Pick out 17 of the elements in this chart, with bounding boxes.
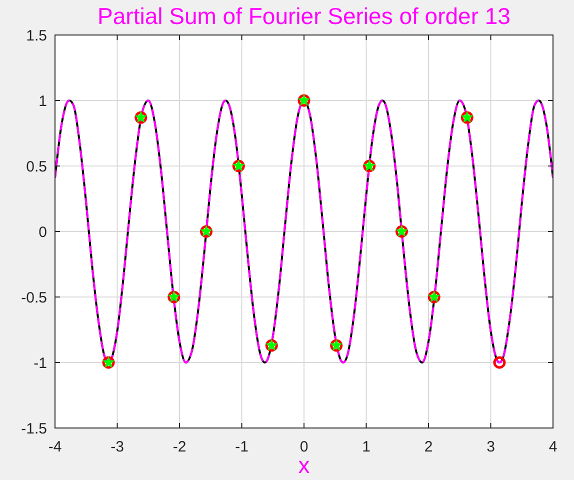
y-tick-label: -1.5: [21, 420, 47, 438]
x-tick-label: 3: [486, 438, 495, 456]
x-tick-label: -4: [48, 438, 62, 456]
y-tick-label: -0.5: [21, 289, 47, 306]
x-tick-label: -3: [110, 438, 124, 456]
x-tick-label: -1: [235, 438, 248, 456]
x-tick-label: 1: [362, 438, 370, 456]
y-tick-label: 0.5: [26, 158, 47, 176]
chart-title: Partial Sum of Fourier Series of order 13: [98, 3, 510, 29]
y-tick-label: 1: [38, 92, 47, 110]
point: [493, 356, 506, 369]
y-tick-label: 0: [38, 224, 47, 241]
y-tick-label: 1.5: [26, 27, 47, 44]
y-tick-label: -1: [34, 354, 47, 372]
x-tick-label: 2: [424, 438, 433, 456]
x-tick-label: 4: [548, 438, 558, 456]
x-tick-label: -2: [172, 438, 186, 456]
